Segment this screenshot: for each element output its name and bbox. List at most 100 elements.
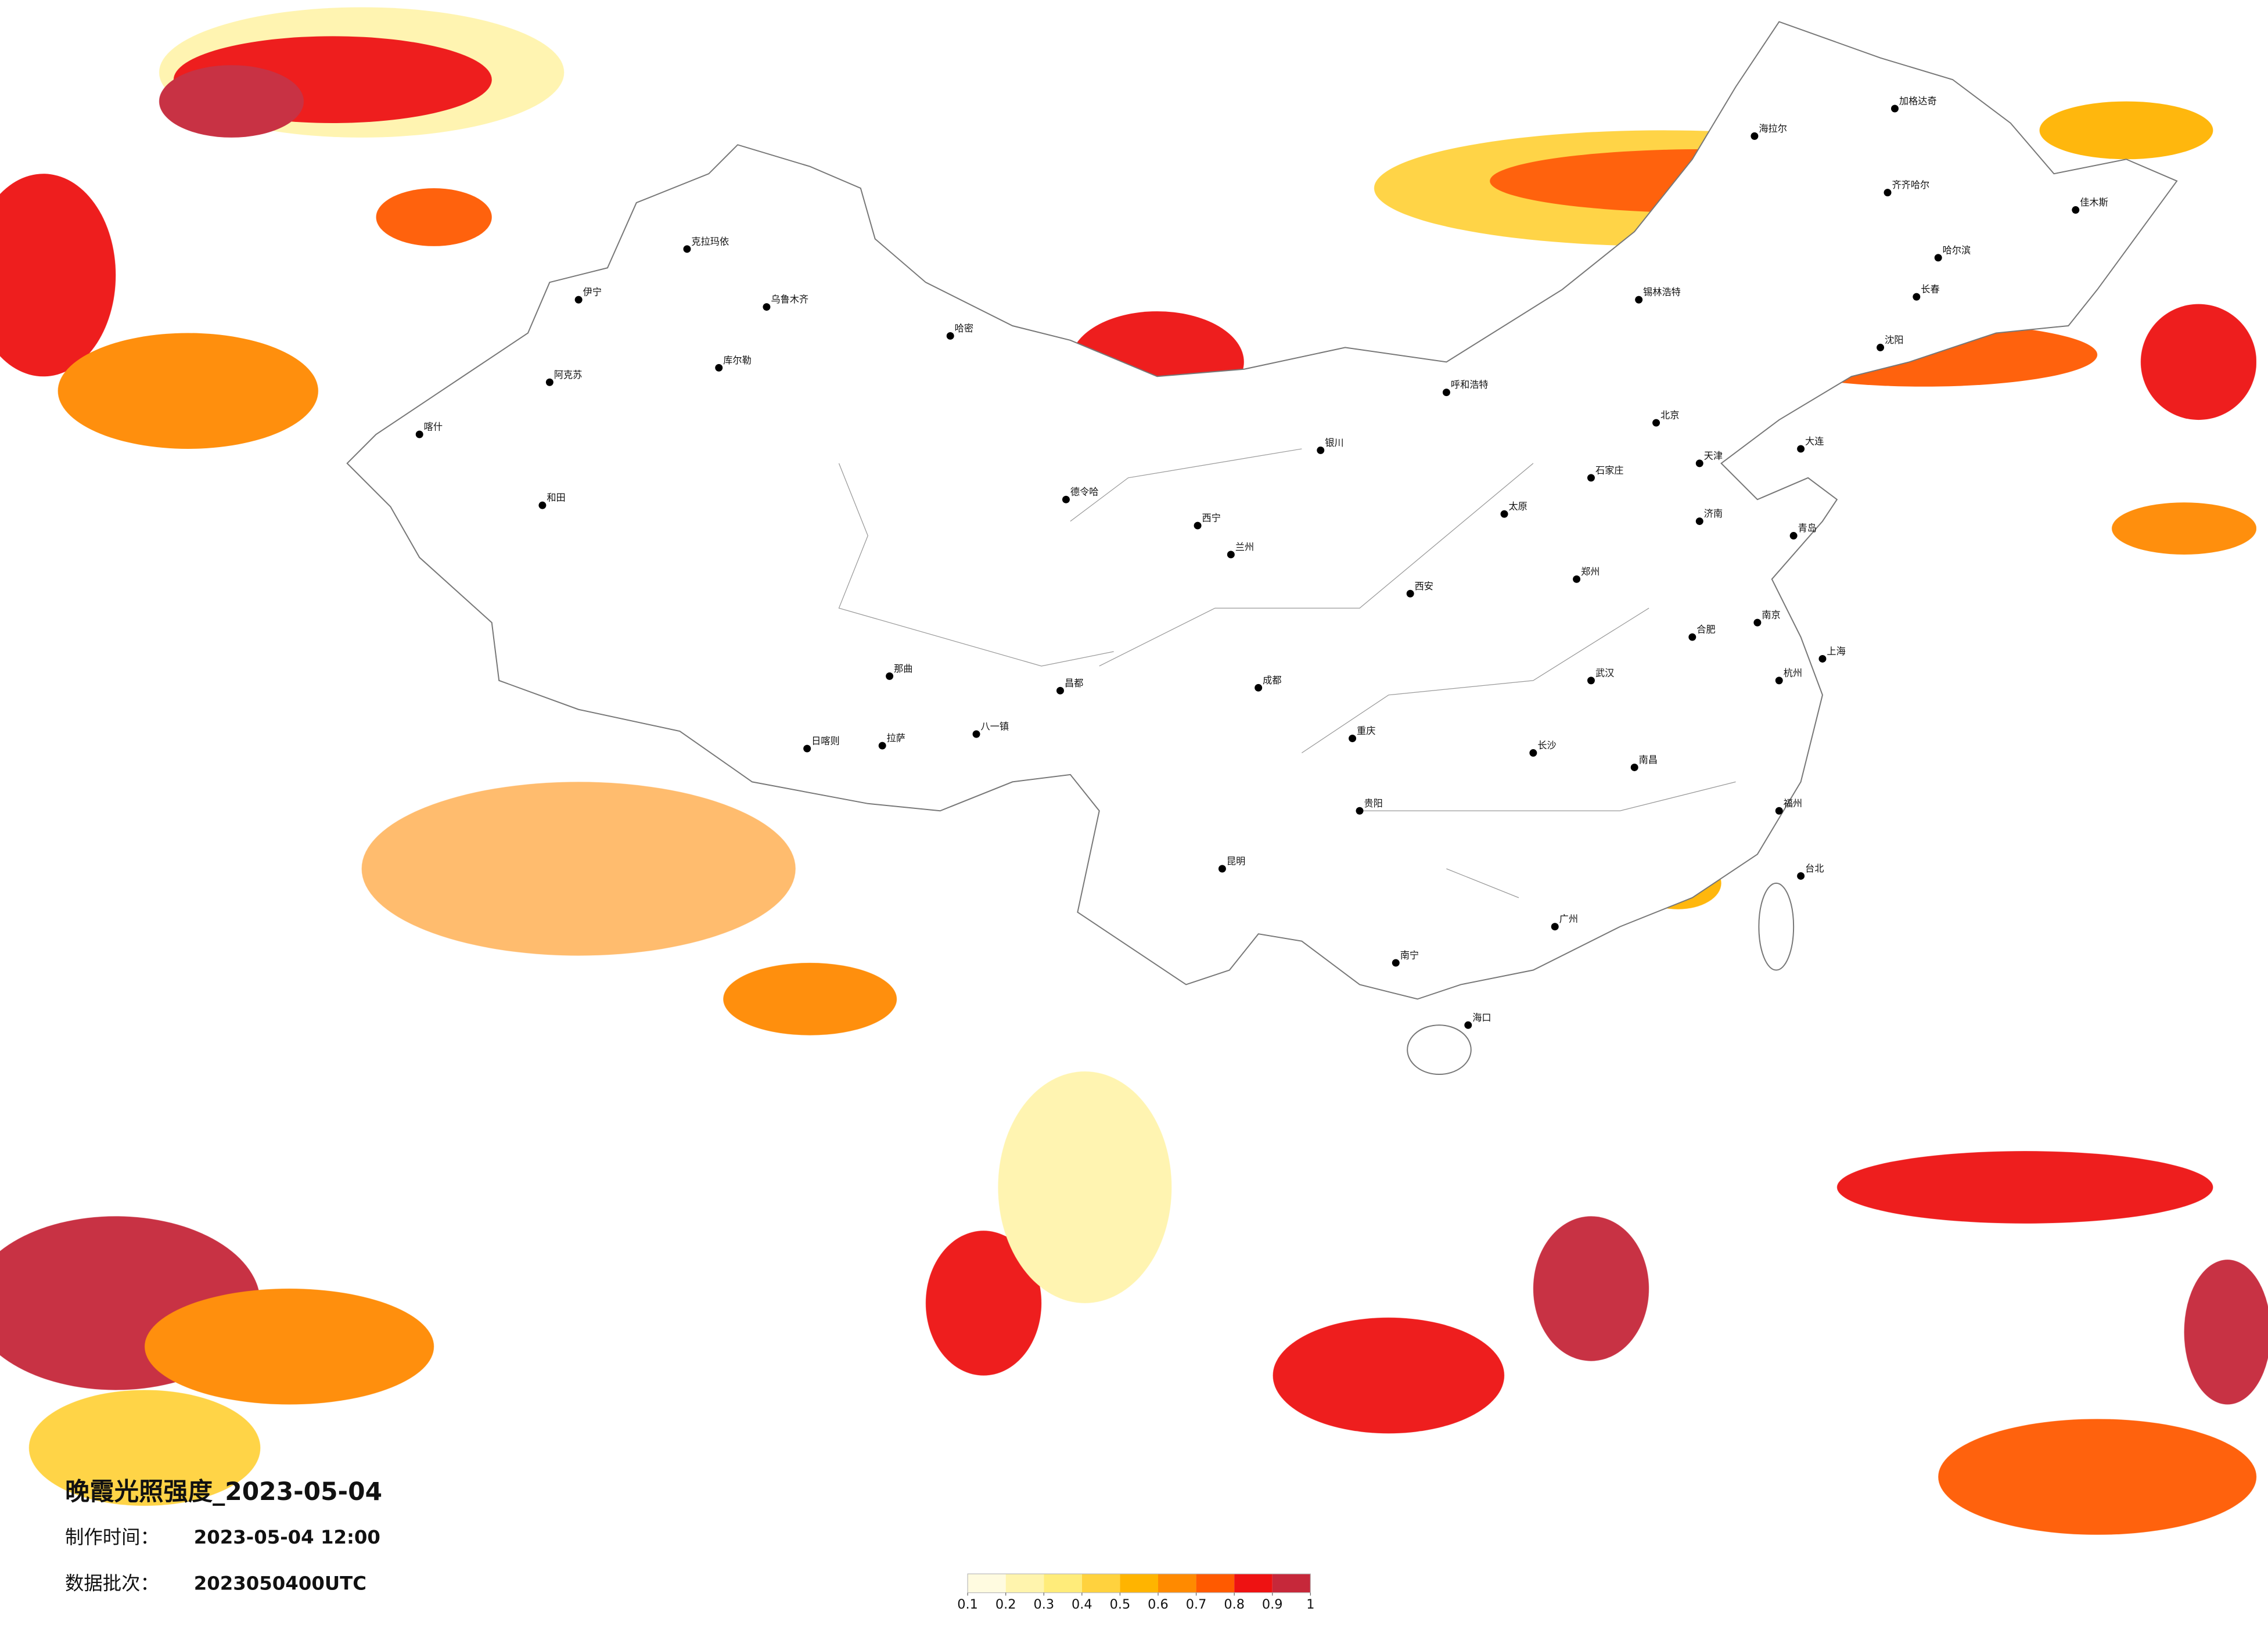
city-dot [1317,446,1325,454]
city-label: 兰州 [1235,541,1254,552]
city-label: 哈密 [955,323,973,334]
batch: 2023050400UTC [194,1573,366,1595]
legend-swatch [1196,1574,1235,1593]
city-label: 西安 [1415,581,1433,592]
city-label: 日喀则 [811,736,840,747]
city-dot [1062,495,1070,503]
city-dot [683,245,691,253]
city-dot [1630,763,1638,771]
city-label: 德令哈 [1070,487,1099,498]
city-label: 喀什 [424,422,443,433]
city-dot [1797,872,1805,880]
city-dot [1884,189,1892,197]
city-label: 广州 [1559,913,1578,924]
city-dot [1255,684,1263,692]
legend-tick-label: 0.1 [957,1597,978,1612]
city-label: 合肥 [1696,624,1715,635]
city-label: 库尔勒 [723,355,752,366]
city-dot [1406,589,1414,598]
city-label: 克拉玛依 [691,236,729,247]
city-label: 八一镇 [981,721,1009,732]
city-label: 成都 [1263,675,1281,686]
city-label: 呼和浩特 [1451,379,1489,390]
hainan [1407,1024,1472,1075]
city-label: 南昌 [1639,754,1658,765]
city-label: 加格达奇 [1899,96,1937,107]
legend-tick-label: 0.2 [995,1597,1016,1612]
legend-swatch [1158,1574,1196,1593]
city-label: 重庆 [1357,725,1375,736]
city-dot [1695,459,1703,467]
china-outline [346,21,2178,1000]
city-label: 长春 [1921,284,1939,295]
legend-frame [967,1573,1311,1593]
city-label: 大连 [1805,436,1824,447]
city-dot [1789,532,1798,540]
city-dot [1797,445,1805,453]
city-label: 天津 [1704,450,1723,461]
city-label: 台北 [1805,863,1824,874]
city-label: 济南 [1704,508,1723,519]
city-label: 银川 [1325,437,1343,448]
made-time: 2023-05-04 12:00 [194,1526,380,1548]
made-time-label: 制作时间： [65,1526,159,1548]
city-dot [878,742,886,750]
city-dot [1194,521,1202,530]
city-dot [1056,686,1064,695]
city-dot [972,730,980,738]
city-dot [1573,575,1581,583]
city-dot [763,303,771,311]
city-dot [1500,510,1508,518]
legend-swatch [1234,1574,1273,1593]
city-dot [1934,254,1942,262]
city-dot [1356,807,1364,815]
city-dot [1529,749,1537,757]
city-dot [1753,618,1762,627]
city-label: 杭州 [1784,667,1802,678]
city-label: 武汉 [1595,667,1614,678]
city-dot [545,378,553,386]
city-label: 哈尔滨 [1943,244,1971,256]
city-dot [538,501,547,509]
province-lines [838,448,1736,898]
city-label: 那曲 [894,663,912,674]
city-dot [1751,132,1759,140]
city-dot [1635,296,1643,304]
city-dot [946,332,954,340]
city-label: 沈阳 [1885,334,1903,346]
city-label: 伊宁 [583,287,602,298]
city-dot [803,744,811,753]
city-label: 贵阳 [1364,798,1382,809]
city-dot [1652,419,1660,427]
city-label: 石家庄 [1595,465,1624,476]
city-label: 南宁 [1400,950,1419,961]
city-label: 海拉尔 [1759,123,1787,134]
city-dot [1587,474,1595,482]
legend-swatch [1081,1574,1120,1593]
city-dot [1349,735,1357,743]
legend-tick-label: 0.8 [1224,1597,1245,1612]
city-label: 长沙 [1537,740,1556,751]
legend-swatch [1272,1574,1311,1593]
city-dot [1218,865,1226,873]
city-label: 锡林浩特 [1643,287,1681,298]
city-label: 佳木斯 [2080,197,2108,208]
legend-tick-label: 0.3 [1033,1597,1054,1612]
city-dot [715,364,723,372]
city-dot [1775,677,1783,685]
city-label: 拉萨 [887,733,905,744]
city-label: 和田 [547,492,565,503]
legend-tick-label: 0.6 [1148,1597,1169,1612]
legend-swatch [968,1574,1006,1593]
city-label: 北京 [1660,410,1679,421]
legend-swatch [1120,1574,1159,1593]
city-label: 郑州 [1581,566,1600,577]
city-dot [415,430,423,438]
city-label: 昆明 [1227,856,1245,867]
city-dot [1695,517,1703,526]
legend-tick-label: 0.4 [1072,1597,1092,1612]
legend-swatch [1005,1574,1044,1593]
